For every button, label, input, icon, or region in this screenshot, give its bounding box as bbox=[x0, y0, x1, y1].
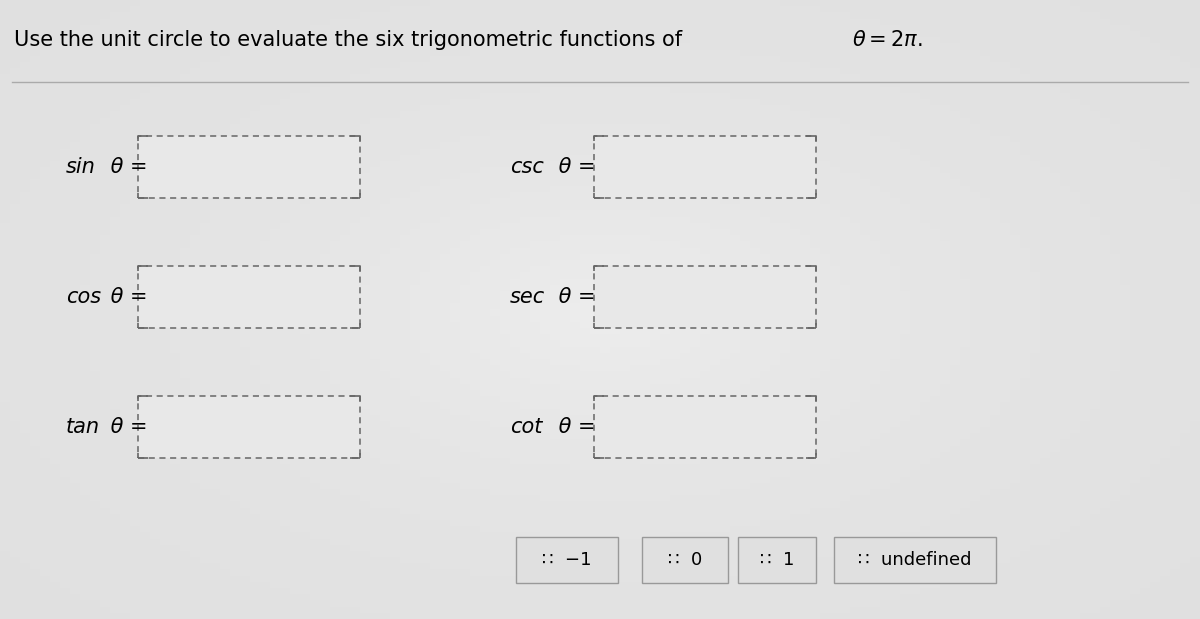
Bar bbox=[594, 136, 816, 198]
Text: ∷  0: ∷ 0 bbox=[668, 551, 702, 569]
Text: tan: tan bbox=[66, 417, 100, 437]
Bar bbox=[594, 396, 816, 458]
Text: ∷  undefined: ∷ undefined bbox=[858, 551, 972, 569]
Text: sec: sec bbox=[510, 287, 545, 307]
Bar bbox=[138, 396, 360, 458]
Bar bbox=[516, 537, 618, 583]
Text: θ =: θ = bbox=[104, 157, 155, 177]
Text: θ =: θ = bbox=[104, 417, 155, 437]
Text: ∷  −1: ∷ −1 bbox=[542, 551, 592, 569]
Bar bbox=[138, 136, 360, 198]
Text: θ =: θ = bbox=[552, 287, 602, 307]
Bar bbox=[738, 537, 816, 583]
Bar bbox=[642, 537, 728, 583]
Bar bbox=[594, 266, 816, 328]
Bar bbox=[138, 266, 360, 328]
Text: cot: cot bbox=[510, 417, 542, 437]
Text: θ =: θ = bbox=[104, 287, 155, 307]
Bar bbox=[138, 136, 360, 198]
Text: csc: csc bbox=[510, 157, 544, 177]
Text: θ =: θ = bbox=[552, 157, 602, 177]
Bar bbox=[594, 136, 816, 198]
Text: $\theta = 2\pi$.: $\theta = 2\pi$. bbox=[852, 30, 923, 50]
Text: Use the unit circle to evaluate the six trigonometric functions of: Use the unit circle to evaluate the six … bbox=[14, 30, 689, 50]
Bar bbox=[138, 396, 360, 458]
Text: cos: cos bbox=[66, 287, 101, 307]
Bar bbox=[834, 537, 996, 583]
Text: sin: sin bbox=[66, 157, 96, 177]
Bar bbox=[594, 266, 816, 328]
Text: θ =: θ = bbox=[552, 417, 602, 437]
Bar bbox=[594, 396, 816, 458]
Bar bbox=[138, 266, 360, 328]
Text: ∷  1: ∷ 1 bbox=[760, 551, 794, 569]
